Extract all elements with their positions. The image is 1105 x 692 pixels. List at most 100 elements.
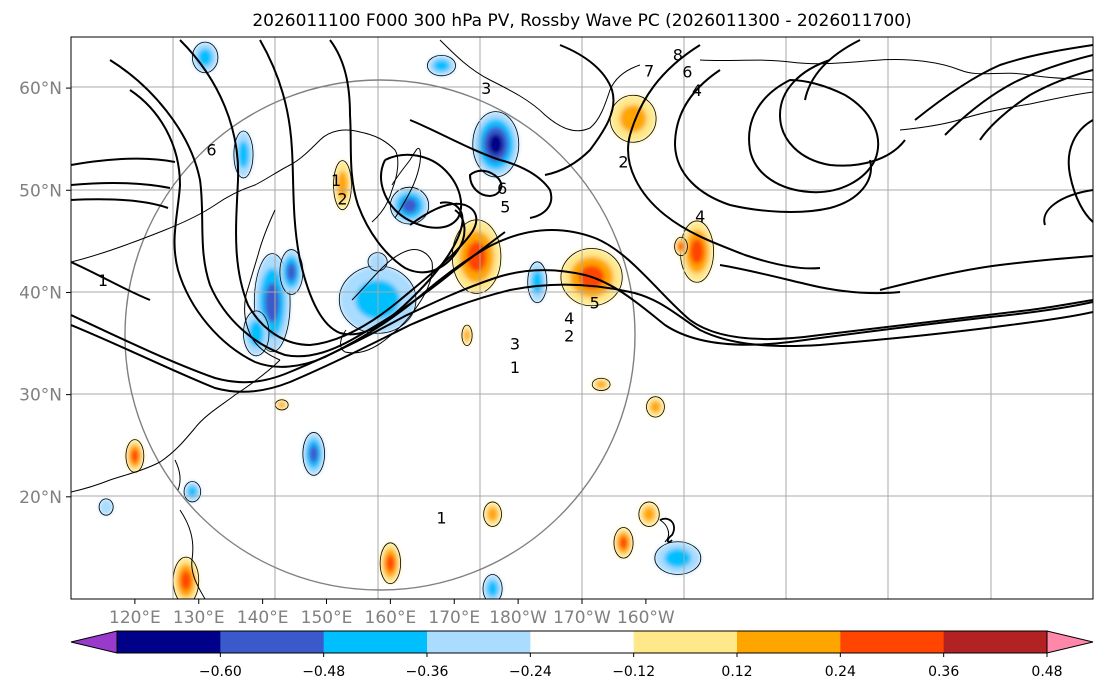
anomaly-level-ring	[337, 170, 348, 200]
anomaly-level-ring	[237, 140, 250, 169]
contour-label: 2	[564, 326, 574, 345]
anomaly-level-ring	[619, 536, 628, 550]
anomaly-level-ring	[531, 270, 543, 295]
colorbar-tick-label: −0.24	[509, 664, 552, 680]
pv-contour-6-ne	[979, 69, 1093, 141]
pv-contour-6	[259, 39, 464, 336]
coast-japan	[340, 249, 433, 354]
coast-taiwan	[174, 459, 181, 491]
pv-contour-1-west	[71, 261, 151, 301]
anomaly-level-ring	[197, 48, 213, 67]
anomaly-level-ring	[180, 570, 192, 591]
contour-label: 1	[98, 271, 108, 290]
contour-label: 2	[618, 153, 628, 172]
anomaly-outline	[98, 498, 114, 516]
coast-korea-china	[244, 209, 281, 361]
anomaly-outline	[613, 527, 634, 559]
pv-contour-4-mid	[719, 264, 901, 295]
y-tick-label: 60°N	[19, 79, 62, 99]
pv-contour-7-trough	[804, 39, 861, 101]
contour-label: 1	[510, 358, 520, 377]
pv-contour-2-e	[1043, 189, 1093, 226]
pv-contour-8-ne	[914, 44, 1093, 121]
coast-asia-north	[71, 129, 399, 263]
chart-title: 2026011100 F000 300 hPa PV, Rossby Wave …	[252, 11, 911, 31]
pv-anomaly-negative	[99, 498, 114, 516]
anomaly-outline	[591, 377, 611, 391]
coast-aleutians	[899, 91, 1093, 131]
pv-anomaly-negative	[302, 432, 325, 476]
contour-label: 5	[500, 198, 510, 217]
pv-anomaly-negative	[192, 42, 218, 73]
anomaly-level-ring	[664, 548, 692, 568]
pv-contour-6-east	[627, 44, 821, 270]
coastlines	[71, 39, 1093, 599]
anomaly-level-ring	[264, 282, 280, 323]
pv-anomaly-positive	[638, 501, 660, 527]
pv-contour-1	[71, 283, 1093, 393]
colorbar-tick-label: 0.36	[928, 664, 959, 680]
x-tick-label: 130°E	[173, 608, 225, 628]
anomaly-level-ring	[309, 445, 319, 463]
colorbar-tick-label: −0.60	[199, 664, 242, 680]
colorbar-tick-label: −0.36	[406, 664, 449, 680]
y-tick-label: 20°N	[19, 488, 62, 508]
pv-anomaly-negative	[427, 55, 456, 76]
x-tick-label: 160°W	[617, 608, 675, 628]
anomaly-level-ring	[187, 485, 198, 498]
x-tick-label: 140°E	[237, 608, 289, 628]
pv-contour-1-closed	[468, 169, 503, 198]
pv-contour-5-east	[673, 69, 872, 213]
anomaly-outline	[482, 574, 503, 599]
pv-contour-2-loop	[380, 153, 463, 229]
anomaly-outline	[461, 324, 473, 346]
x-tick-label: 170°W	[553, 608, 611, 628]
colorbar-segment	[220, 631, 325, 653]
colorbar-segment	[530, 631, 635, 653]
pv-anomaly-negative	[390, 187, 429, 224]
pv-anomaly-negative	[654, 541, 701, 575]
contour-label: 8	[673, 45, 683, 64]
anomaly-outline	[638, 501, 660, 527]
pv-contour-7-ne	[944, 54, 1093, 136]
anomaly-outline	[560, 248, 623, 307]
anomaly-level-ring	[690, 238, 704, 265]
contour-label: 6	[206, 140, 216, 159]
pv-anomaly-negative	[184, 481, 201, 502]
anomaly-level-ring	[487, 507, 498, 522]
pv-anomaly-negative	[472, 111, 519, 177]
pv-contour-5-mid	[879, 255, 1093, 291]
anomaly-level-ring	[643, 507, 656, 522]
pv-anomaly-positive	[275, 399, 289, 410]
colorbar-segment	[427, 631, 531, 653]
pv-anomaly-positive	[646, 396, 665, 418]
anomaly-level-ring	[486, 580, 499, 598]
anomaly-level-ring	[488, 133, 504, 155]
coast-sakhalin	[391, 147, 421, 219]
pv-anomaly-positive	[452, 219, 501, 294]
anomaly-outline	[654, 541, 702, 575]
x-tick-label: 120°E	[109, 608, 161, 628]
pv-contour-4-trough	[778, 59, 906, 167]
anomaly-level-ring	[678, 242, 684, 251]
island-hawaii-west	[659, 519, 670, 543]
anomaly-level-ring	[386, 554, 395, 572]
x-axis: 120°E 130°E 140°E 150°E 160°E 170°E 180°W 170°W…	[109, 599, 675, 628]
anomaly-level-ring	[99, 498, 114, 516]
colorbar-tick-label: 0.24	[825, 664, 856, 680]
contour-label: 1	[331, 171, 341, 190]
coast-philippines	[179, 509, 206, 599]
anomaly-level-ring	[595, 380, 607, 388]
anomaly-outline	[527, 261, 548, 304]
anomaly-level-ring	[401, 198, 418, 214]
anomaly-level-ring	[278, 401, 286, 408]
pv-contour-7	[329, 39, 466, 274]
anomaly-outline	[302, 432, 325, 476]
anomaly-outline	[243, 310, 270, 357]
pv-anomaly-positive	[380, 542, 401, 584]
pv-contour-3-trough	[748, 78, 880, 194]
domain-circle	[124, 79, 636, 591]
anomaly-outline	[427, 54, 456, 77]
